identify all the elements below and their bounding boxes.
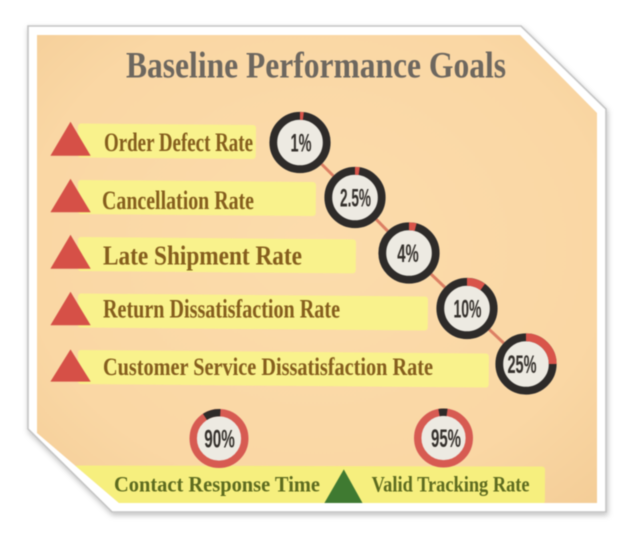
svg-text:Customer Service Dissatisfacti: Customer Service Dissatisfaction Rate — [103, 354, 433, 381]
svg-text:Return Dissatisfaction Rate: Return Dissatisfaction Rate — [103, 295, 340, 324]
svg-text:1%: 1% — [291, 130, 312, 158]
svg-text:90%: 90% — [204, 426, 235, 454]
svg-text:Valid Tracking Rate: Valid Tracking Rate — [372, 471, 530, 496]
svg-text:4%: 4% — [397, 240, 419, 268]
svg-text:25%: 25% — [508, 351, 537, 379]
svg-text:2.5%: 2.5% — [340, 185, 371, 213]
svg-text:Contact Response Time: Contact Response Time — [114, 471, 320, 496]
svg-text:Cancellation Rate: Cancellation Rate — [102, 186, 254, 215]
svg-text:95%: 95% — [431, 425, 461, 453]
svg-text:Late Shipment Rate: Late Shipment Rate — [103, 241, 302, 271]
svg-text:10%: 10% — [454, 296, 482, 324]
svg-text:Order Defect Rate: Order Defect Rate — [104, 128, 253, 157]
svg-text:Baseline Performance Goals: Baseline Performance Goals — [126, 46, 506, 87]
